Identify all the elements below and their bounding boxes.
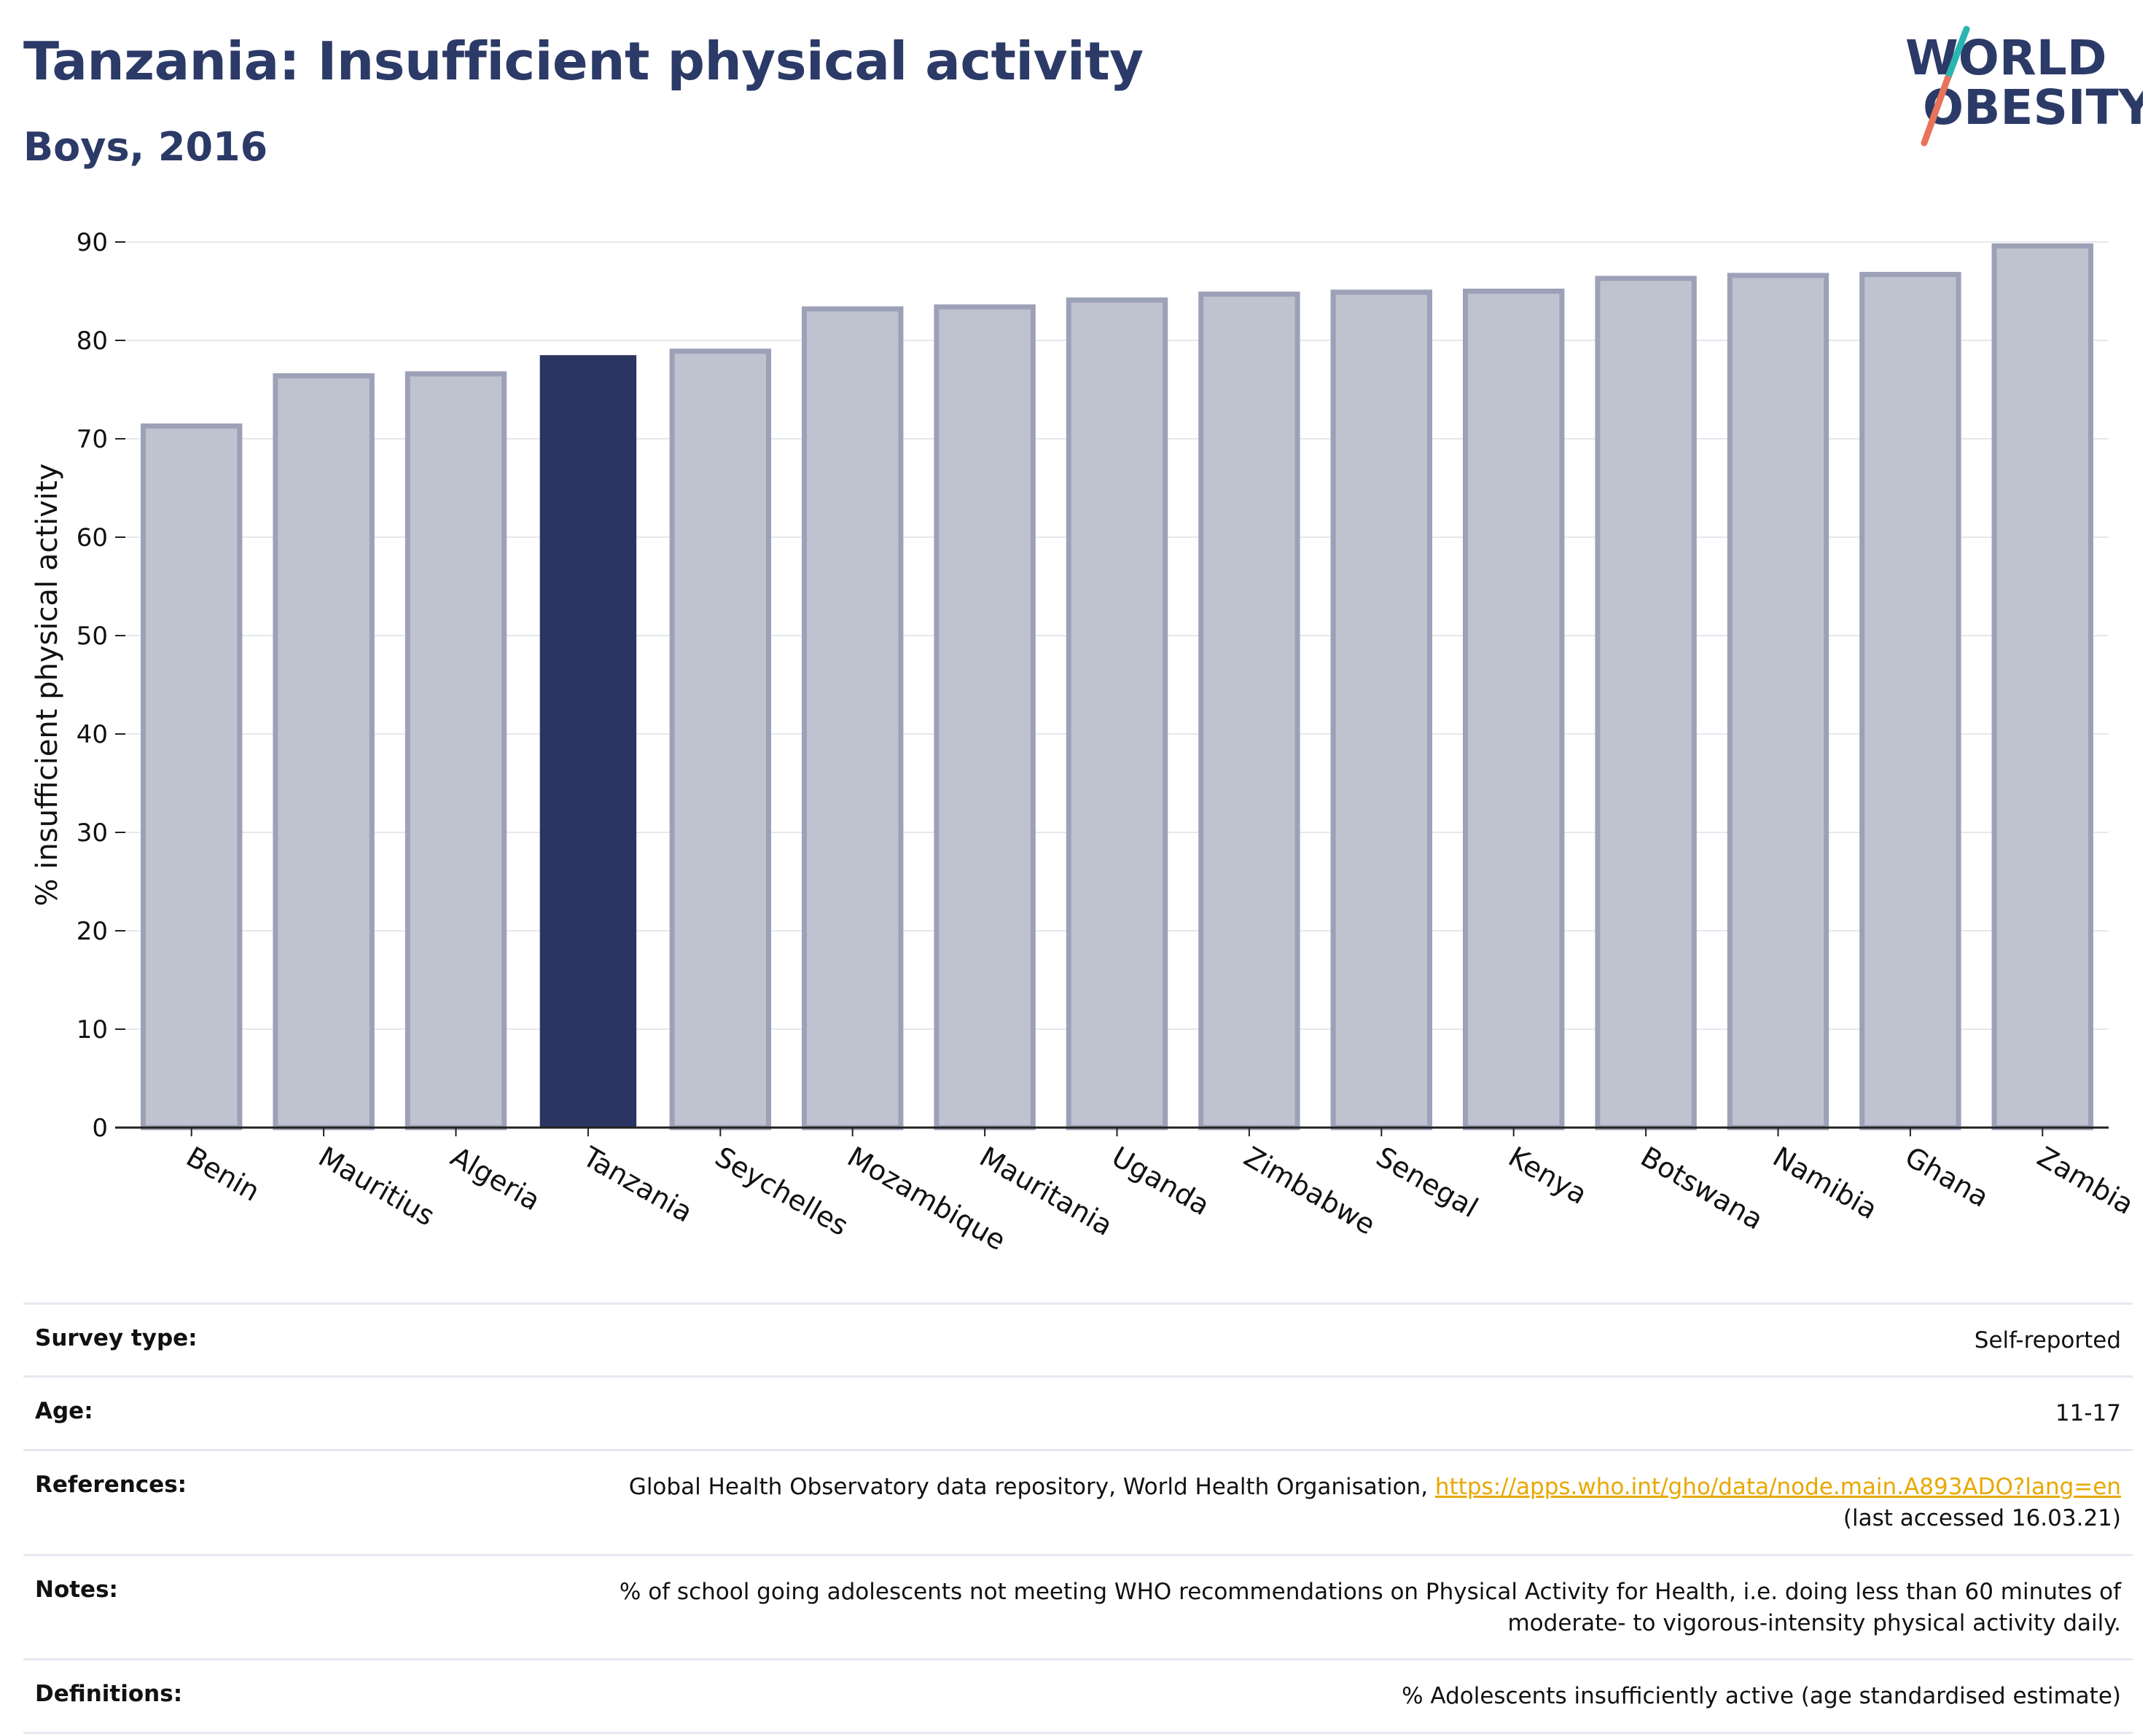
x-tick-label-seychelles: Seychelles xyxy=(710,1141,854,1242)
bar-mauritius xyxy=(273,373,375,1130)
bar-botswana xyxy=(1595,276,1697,1130)
y-tick-label: 20 xyxy=(77,917,108,946)
y-tick-label: 40 xyxy=(77,720,108,749)
bar-chart: 0 10 20 30 40 50 60 70 80 90 Benin Mauritius Algeri… xyxy=(31,228,2139,1257)
info-row-notes: Notes: % of school going adolescents not… xyxy=(23,1553,2133,1659)
reference-text: Global Health Observatory data repositor… xyxy=(628,1473,1435,1500)
info-key: Survey type: xyxy=(35,1325,198,1351)
y-tick-label: 90 xyxy=(77,228,108,257)
x-tick-label-zambia: Zambia xyxy=(2032,1141,2139,1221)
info-key: Notes: xyxy=(35,1576,118,1603)
bar-mauritania xyxy=(934,304,1036,1130)
info-row-references: References: Global Health Observatory da… xyxy=(23,1448,2133,1554)
y-axis-ticks: 0 10 20 30 40 50 60 70 80 90 xyxy=(77,228,125,1143)
bar-tanzania xyxy=(539,355,637,1128)
y-tick-label: 70 xyxy=(77,425,108,454)
info-key: References: xyxy=(35,1471,187,1498)
notes-line-1: % of school going adolescents not meetin… xyxy=(619,1578,2121,1605)
x-tick-label-mauritius: Mauritius xyxy=(313,1141,440,1233)
info-row-age: Age: 11-17 xyxy=(23,1375,2133,1448)
bar-zambia xyxy=(1991,243,2094,1130)
logo-text-world: WORLD xyxy=(1905,30,2107,86)
info-row-survey-type: Survey type: Self-reported xyxy=(23,1303,2133,1375)
y-tick-label: 10 xyxy=(77,1015,108,1044)
info-value: % Adolescents insufficiently active (age… xyxy=(1402,1683,2121,1710)
chart-subtitle: Boys, 2016 xyxy=(23,124,268,170)
reference-accessed: (last accessed 16.03.21) xyxy=(1843,1505,2121,1532)
x-tick-label-zimbabwe: Zimbabwe xyxy=(1238,1141,1380,1241)
logo-text-obesity: OBESITY xyxy=(1923,79,2143,136)
y-tick-label: 60 xyxy=(77,523,108,552)
x-tick-label-uganda: Uganda xyxy=(1106,1141,1215,1222)
info-key: Age: xyxy=(35,1398,93,1425)
info-value: Self-reported xyxy=(1974,1327,2121,1354)
bar-zimbabwe xyxy=(1198,292,1300,1130)
info-row-definitions: Definitions: % Adolescents insufficientl… xyxy=(23,1658,2133,1734)
x-tick-label-benin: Benin xyxy=(181,1141,265,1208)
logo-slash-top xyxy=(1944,26,1970,82)
notes-line-2: moderate- to vigorous-intensity physical… xyxy=(1507,1609,2121,1636)
bar-seychelles xyxy=(669,348,772,1130)
x-tick-label-algeria: Algeria xyxy=(445,1141,546,1217)
y-tick-label: 30 xyxy=(77,819,108,848)
y-tick-label: 0 xyxy=(92,1114,108,1143)
info-value: Global Health Observatory data repositor… xyxy=(629,1472,2121,1535)
bar-ghana xyxy=(1859,272,1961,1130)
x-tick-label-botswana: Botswana xyxy=(1636,1141,1769,1236)
bars xyxy=(140,243,2094,1130)
x-axis-labels: Benin Mauritius Algeria Tanzania SeychellesM… xyxy=(181,1128,2139,1257)
bar-benin xyxy=(140,423,243,1130)
y-tick-label: 50 xyxy=(77,622,108,651)
x-tick-label-ghana: Ghana xyxy=(1899,1141,1994,1214)
reference-link[interactable]: https://apps.who.int/gho/data/node.main.… xyxy=(1434,1473,2121,1500)
bar-namibia xyxy=(1727,273,1829,1130)
bar-senegal xyxy=(1330,289,1433,1130)
y-tick-label: 80 xyxy=(77,327,108,356)
logo-slash-bottom xyxy=(1921,75,1951,147)
info-key: Definitions: xyxy=(35,1681,183,1708)
chart-title: Tanzania: Insufficient physical activity xyxy=(23,31,1144,92)
bar-mozambique xyxy=(801,306,904,1130)
x-tick-label-namibia: Namibia xyxy=(1768,1141,1883,1226)
x-tick-label-senegal: Senegal xyxy=(1371,1141,1483,1225)
bar-algeria xyxy=(405,371,507,1130)
y-axis-label: % insufficient physical activity xyxy=(31,464,64,907)
bar-uganda xyxy=(1066,297,1168,1130)
bar-kenya xyxy=(1462,289,1565,1130)
info-value: % of school going adolescents not meetin… xyxy=(620,1577,2121,1640)
x-tick-label-tanzania: Tanzania xyxy=(577,1140,698,1228)
info-table: Survey type: Self-reported Age: 11-17 Re… xyxy=(23,1303,2133,1734)
info-value: 11-17 xyxy=(2055,1400,2121,1427)
x-tick-label-kenya: Kenya xyxy=(1503,1141,1593,1211)
world-obesity-logo: WORLD OBESITY xyxy=(1905,26,2143,147)
